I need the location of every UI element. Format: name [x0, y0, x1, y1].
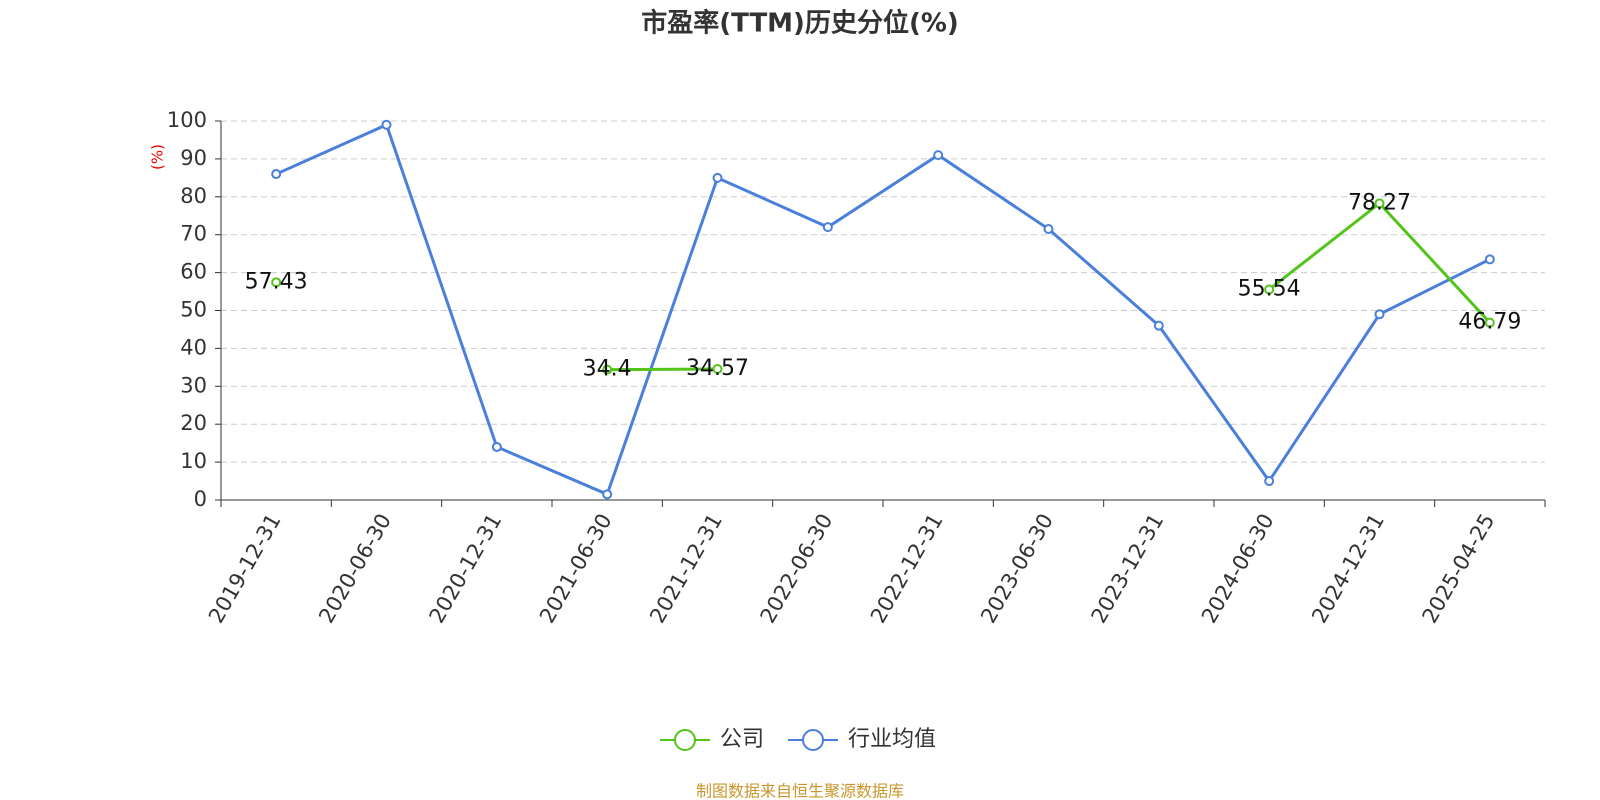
x-tick-label: 2023-06-30: [976, 510, 1058, 628]
y-tick-label: 70: [180, 222, 207, 246]
x-tick-label: 2021-06-30: [535, 510, 617, 628]
point: [1374, 309, 1385, 320]
legend-label: 行业均值: [848, 727, 936, 752]
y-axis-label: (%): [149, 144, 167, 170]
x-tick-label: 2025-04-25: [1418, 510, 1500, 628]
point: [271, 277, 282, 288]
x-tick-label: 2023-12-31: [1087, 510, 1169, 628]
data-label: 55.54: [1238, 277, 1301, 302]
point: [822, 222, 833, 233]
data-label: 34.57: [686, 356, 749, 381]
series-line: [275, 122, 1491, 497]
point: [712, 172, 723, 183]
x-tick-label: 2022-06-30: [756, 510, 838, 628]
legend-marker: [802, 729, 825, 751]
y-tick-label: 10: [180, 449, 207, 473]
y-tick-label: 20: [180, 411, 207, 435]
point: [1264, 284, 1275, 295]
point: [602, 364, 613, 375]
x-tick-label: 2022-12-31: [866, 510, 948, 628]
data-label: 78.27: [1348, 190, 1411, 215]
y-tick-label: 50: [180, 298, 207, 322]
data-label: 46.79: [1458, 310, 1521, 335]
data-label: 34.4: [583, 357, 632, 382]
point: [271, 169, 282, 180]
x-tick-label: 2024-12-31: [1307, 510, 1389, 628]
y-tick-label: 30: [180, 373, 207, 397]
y-tick-label: 90: [180, 146, 207, 170]
point: [1264, 476, 1275, 487]
point: [1043, 224, 1054, 235]
x-tick-label: 2024-06-30: [1197, 510, 1279, 628]
legend-marker: [674, 729, 696, 751]
y-tick-label: 60: [180, 260, 207, 284]
point: [1374, 198, 1385, 209]
y-tick-label: 0: [194, 487, 207, 511]
x-tick-label: 2021-12-31: [645, 510, 727, 628]
data-label: 57.43: [245, 269, 308, 294]
point: [1153, 320, 1164, 331]
point: [712, 363, 723, 374]
y-tick-label: 80: [180, 184, 207, 208]
footer: 制图数据来自恒生聚源数据库: [696, 782, 904, 800]
point: [602, 489, 613, 500]
point: [1484, 254, 1495, 265]
point: [1484, 317, 1495, 328]
y-tick-label: 40: [180, 335, 207, 359]
x-tick-label: 2020-06-30: [314, 510, 396, 628]
x-tick-label: 2019-12-31: [204, 510, 286, 628]
chart-title: 市盈率(TTM)历史分位(%): [641, 8, 959, 39]
x-tick-label: 2020-12-31: [425, 510, 507, 628]
point: [491, 441, 502, 452]
point: [381, 119, 392, 130]
point: [933, 150, 944, 161]
y-tick-label: 100: [167, 108, 207, 132]
legend-label: 公司: [720, 727, 764, 752]
